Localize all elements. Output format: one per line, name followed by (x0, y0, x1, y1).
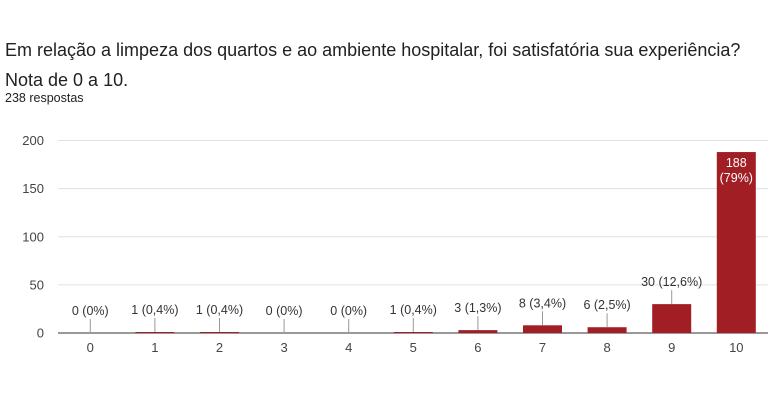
bar (393, 332, 433, 333)
x-tick-label: 8 (603, 340, 610, 355)
x-tick-label: 0 (87, 340, 94, 355)
data-label: 0 (0%) (330, 304, 367, 318)
data-label: 8 (3,4%) (519, 296, 566, 310)
y-tick-label: 50 (30, 277, 44, 292)
data-label: 0 (0%) (266, 304, 303, 318)
bar (458, 330, 498, 333)
x-tick-label: 3 (280, 340, 287, 355)
y-tick-label: 0 (37, 326, 44, 341)
bar (587, 327, 627, 333)
bar (523, 325, 562, 333)
data-label: 0 (0%) (72, 304, 109, 318)
y-tick-label: 200 (22, 133, 44, 148)
x-tick-label: 4 (345, 340, 352, 355)
x-tick-label: 10 (729, 340, 743, 355)
data-label: 1 (0,4%) (390, 303, 437, 317)
data-label: 6 (2,5%) (583, 298, 630, 312)
x-tick-label: 1 (151, 340, 158, 355)
bar (135, 332, 175, 333)
x-tick-label: 2 (216, 340, 223, 355)
x-tick-label: 9 (668, 340, 675, 355)
response-count: 238 respostas (5, 91, 84, 105)
y-tick-label: 100 (22, 229, 44, 244)
bar (200, 332, 239, 333)
data-label: 188 (79%) (720, 156, 753, 185)
x-tick-label: 5 (410, 340, 417, 355)
data-label: 1 (0,4%) (196, 303, 243, 317)
data-label: 30 (12,6%) (641, 275, 702, 289)
question-title: Em relação a limpeza dos quartos e ao am… (5, 40, 741, 90)
y-tick-label: 150 (22, 181, 44, 196)
bar (652, 304, 692, 333)
data-label: 3 (1,3%) (454, 301, 501, 315)
bar (716, 152, 756, 333)
data-label: 1 (0,4%) (131, 303, 178, 317)
x-tick-label: 7 (539, 340, 546, 355)
x-tick-label: 6 (474, 340, 481, 355)
